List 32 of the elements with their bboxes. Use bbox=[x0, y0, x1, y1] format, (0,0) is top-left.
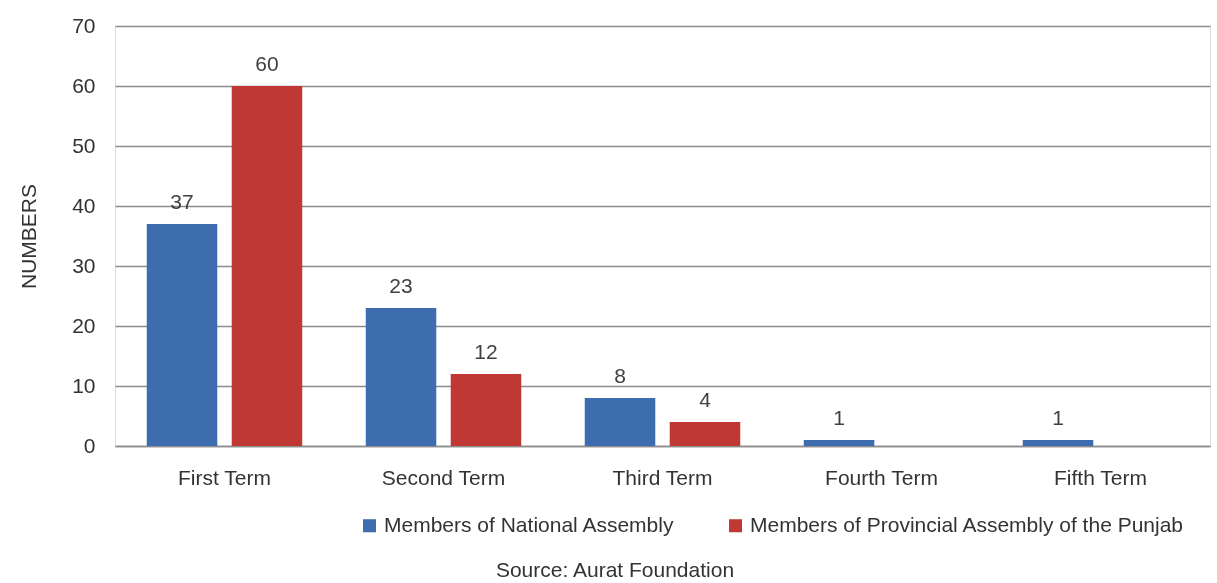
x-tick-label: Fifth Term bbox=[1054, 465, 1147, 489]
y-tick-label: 20 bbox=[72, 313, 96, 337]
bar bbox=[365, 308, 437, 446]
data-label: 60 bbox=[255, 52, 279, 75]
y-tick-label: 10 bbox=[72, 373, 96, 397]
data-label: 12 bbox=[474, 340, 498, 363]
legend-label: Members of National Assembly bbox=[384, 512, 674, 536]
y-tick-label: 70 bbox=[72, 13, 96, 37]
data-label: 8 bbox=[614, 364, 626, 387]
data-label: 1 bbox=[1052, 406, 1064, 429]
y-tick-label: 40 bbox=[72, 193, 96, 217]
data-label: 23 bbox=[389, 274, 413, 297]
x-tick-label: First Term bbox=[178, 465, 271, 489]
bar bbox=[146, 224, 218, 446]
data-label: 4 bbox=[699, 388, 712, 411]
x-tick-label: Second Term bbox=[381, 465, 506, 489]
legend-label: Members of Provincial Assembly of the Punjab bbox=[750, 512, 1184, 536]
y-tick-label: 60 bbox=[72, 73, 96, 97]
bar bbox=[231, 86, 303, 446]
bar bbox=[669, 422, 741, 446]
bar bbox=[803, 440, 875, 446]
data-label: 1 bbox=[833, 406, 845, 429]
x-tick-label: Fourth Term bbox=[825, 465, 938, 489]
bar bbox=[450, 374, 522, 446]
y-tick-label: 50 bbox=[72, 133, 96, 157]
y-tick-label: 0 bbox=[83, 433, 96, 457]
bar bbox=[584, 398, 656, 446]
source-note: Source: Aurat Foundation bbox=[495, 558, 735, 581]
bar bbox=[1022, 440, 1094, 446]
y-axis-title: NUMBERS bbox=[17, 183, 41, 290]
y-tick-label: 30 bbox=[72, 253, 96, 277]
x-tick-label: Third Term bbox=[612, 465, 713, 489]
